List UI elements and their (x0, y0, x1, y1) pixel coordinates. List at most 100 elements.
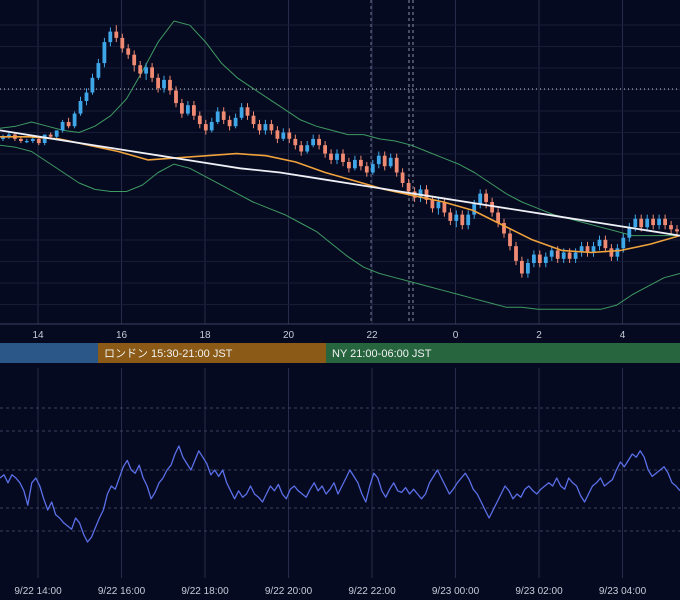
candle-body (591, 246, 596, 253)
candle (72, 111, 77, 129)
candle-body (472, 204, 477, 215)
candle-body (603, 239, 608, 249)
osc-x-tick: 9/22 14:00 (14, 586, 62, 597)
oscillator-line (0, 445, 680, 543)
candle-body (549, 250, 554, 257)
candle (156, 73, 160, 93)
candle-body (436, 202, 441, 209)
candle (299, 141, 304, 156)
candle-body (341, 153, 345, 162)
price-x-axis: 14 16 18 20 22 0 2 4 (32, 330, 625, 341)
price-grid (0, 0, 680, 324)
candle-body (281, 132, 286, 139)
candle-body (269, 124, 274, 131)
candle (293, 134, 298, 150)
candle (645, 214, 650, 232)
candle (90, 73, 95, 95)
candle (442, 197, 447, 217)
candle-body (60, 122, 65, 131)
candle (663, 214, 667, 230)
candle-body (514, 246, 518, 261)
candle (24, 138, 29, 144)
candle-body (162, 79, 166, 89)
session-label: NY 21:00-06:00 JST (332, 348, 432, 360)
candle-body (42, 134, 47, 143)
moving-average-white-line (0, 129, 680, 237)
candle (114, 25, 119, 43)
candle-body (102, 42, 107, 64)
candle-body (251, 115, 256, 125)
candle (192, 101, 196, 120)
candle-body (203, 124, 208, 131)
candle-body (406, 183, 411, 192)
candle (591, 241, 596, 257)
candle-body (657, 218, 661, 226)
candle-body (126, 48, 131, 55)
candle (78, 96, 83, 116)
candle-body (490, 202, 494, 213)
candle-body (257, 124, 262, 131)
candle (269, 119, 274, 135)
candle (174, 86, 178, 108)
candle-body (48, 134, 53, 137)
candle-body (233, 117, 238, 127)
candle (496, 208, 500, 228)
candle-body (299, 145, 304, 152)
candle-body (84, 92, 89, 101)
candle-body (180, 103, 184, 114)
candle-body (621, 237, 626, 249)
osc-x-tick: 9/22 20:00 (265, 586, 313, 597)
candle (549, 246, 554, 261)
candle-body (323, 145, 327, 154)
candle-body (293, 138, 298, 146)
osc-x-tick: 9/22 16:00 (98, 586, 146, 597)
candle (197, 111, 202, 129)
candle (370, 159, 375, 175)
candle (579, 241, 584, 257)
candle-body (174, 90, 178, 104)
candle-body (663, 218, 667, 226)
candle-body (317, 138, 321, 146)
candle (532, 250, 536, 268)
candle-body (168, 79, 172, 91)
candle (215, 107, 220, 125)
candle-body (573, 252, 578, 259)
candle-body (543, 256, 548, 263)
candle-body (96, 63, 101, 78)
candle (341, 149, 345, 167)
candle (388, 153, 393, 169)
candle-body (150, 67, 154, 78)
candle-body (400, 172, 405, 183)
candle (603, 235, 608, 253)
candle (19, 136, 23, 144)
candle-body (609, 248, 614, 257)
candle-body (132, 54, 137, 66)
candle-body (66, 122, 71, 127)
candle-body (466, 214, 471, 226)
osc-x-tick: 9/23 04:00 (599, 586, 647, 597)
candle-body (394, 157, 399, 173)
candle-body (645, 218, 650, 228)
candle (669, 220, 673, 234)
candle (132, 50, 137, 72)
candle-body (370, 164, 375, 173)
candle-body (30, 138, 35, 141)
candle-body (108, 31, 113, 43)
candle (508, 229, 512, 251)
candle-body (555, 250, 560, 259)
candle-body (508, 233, 512, 247)
candle (514, 241, 518, 266)
candle (478, 189, 483, 209)
candle (209, 117, 214, 133)
candle-body (675, 229, 679, 232)
candle (376, 151, 381, 169)
candle-body (627, 227, 632, 238)
session-segment: ロンドン 15:30-21:00 JST (98, 343, 326, 363)
candle (448, 208, 453, 226)
candle-body (537, 254, 542, 263)
candle-body (532, 254, 536, 263)
price-x-tick: 18 (199, 330, 211, 341)
osc-x-tick: 9/23 02:00 (515, 586, 563, 597)
candle-body (19, 138, 23, 141)
candle-body (651, 218, 655, 226)
